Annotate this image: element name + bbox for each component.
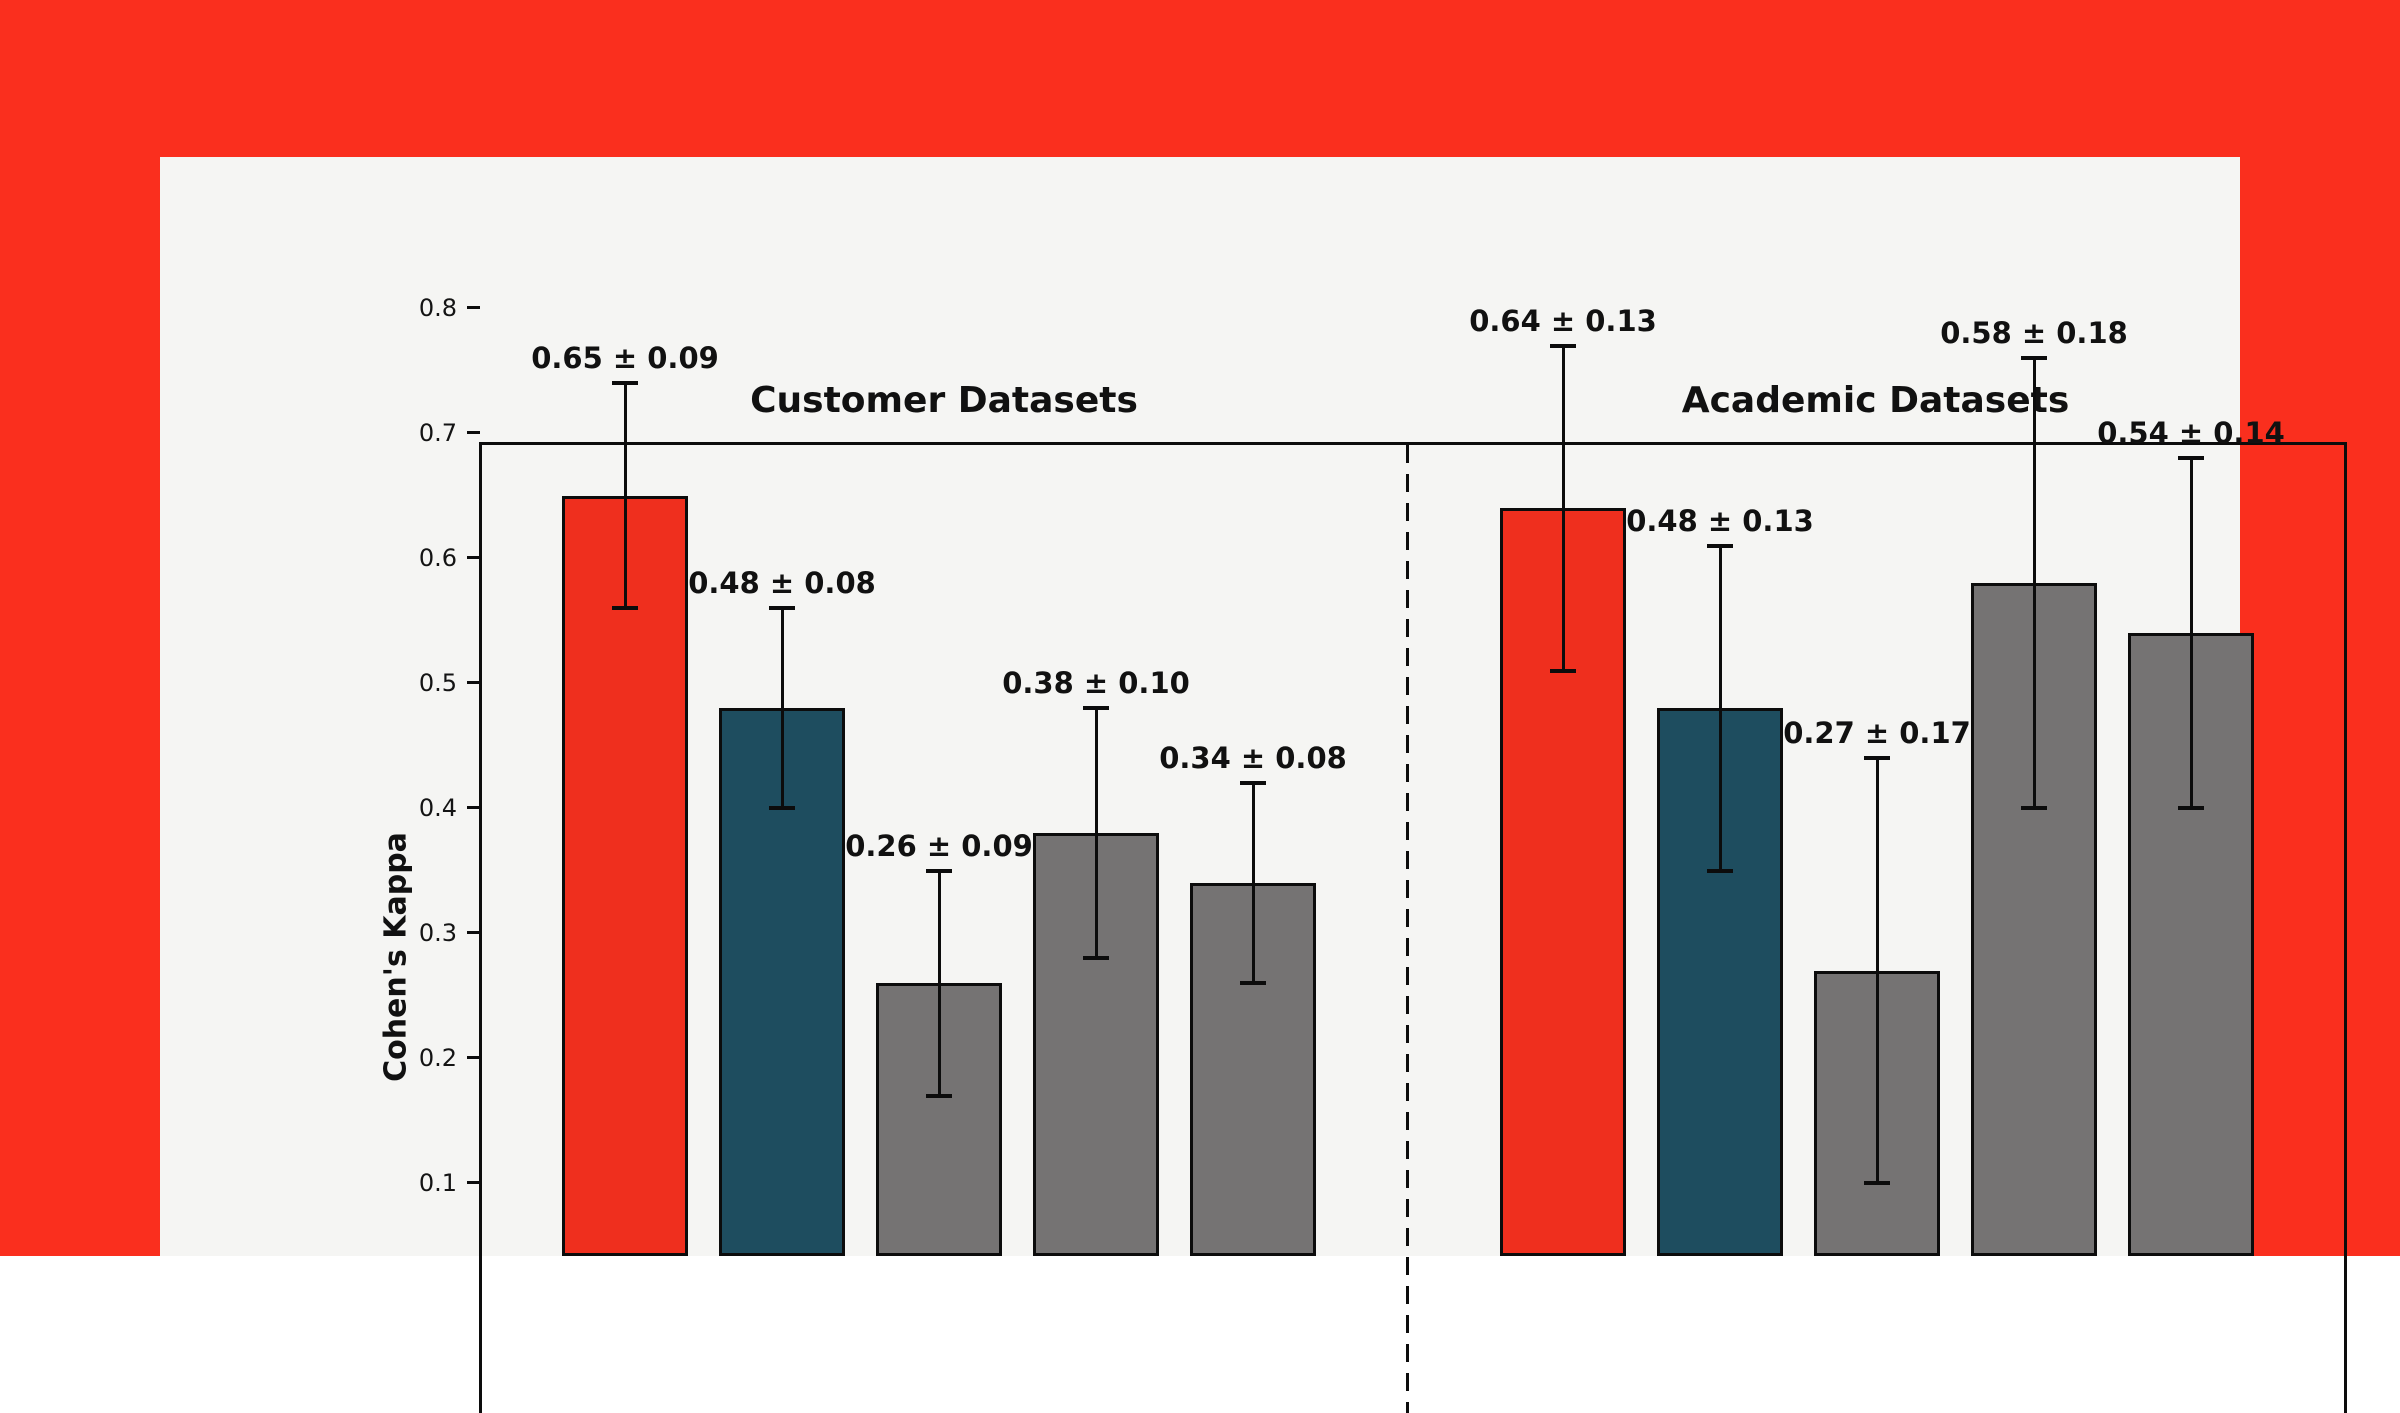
- bar-value-label: 0.58 ± 0.18: [1940, 316, 2128, 350]
- error-cap-bottom: [1083, 956, 1109, 960]
- error-bar-line: [1251, 783, 1255, 983]
- y-tick-label: 0.1: [418, 1169, 457, 1197]
- bar-red-group0-0: [562, 495, 688, 1256]
- error-bar-line: [1875, 758, 1879, 1183]
- error-cap-top: [612, 381, 638, 385]
- bar-value-label: 0.54 ± 0.14: [2097, 416, 2285, 450]
- error-cap-top: [2021, 356, 2047, 360]
- error-cap-bottom: [1240, 981, 1266, 985]
- error-bar-line: [1718, 545, 1722, 871]
- error-bar-line: [2189, 458, 2193, 808]
- error-cap-top: [2178, 456, 2204, 460]
- error-cap-top: [1240, 781, 1266, 785]
- y-tick-mark: [467, 556, 480, 559]
- subplot-title-academic: Academic Datasets: [1681, 380, 2070, 421]
- bar-value-label: 0.34 ± 0.08: [1159, 741, 1347, 775]
- error-bar-line: [623, 383, 627, 608]
- error-cap-bottom: [926, 1093, 952, 1098]
- plot-frame: [479, 442, 2347, 1413]
- y-tick-label: 0.6: [418, 544, 457, 572]
- subplot-title-customer: Customer Datasets: [750, 380, 1138, 421]
- y-tick-label: 0.2: [418, 1044, 457, 1072]
- error-cap-top: [1083, 706, 1109, 710]
- bar-value-label: 0.38 ± 0.10: [1002, 666, 1190, 700]
- y-tick-mark: [467, 681, 480, 684]
- y-tick-label: 0.8: [418, 294, 457, 322]
- bar-value-label: 0.27 ± 0.17: [1783, 716, 1971, 750]
- y-tick-label: 0.4: [418, 794, 457, 822]
- bar-value-label: 0.26 ± 0.09: [845, 828, 1033, 863]
- error-bar-line: [1094, 708, 1098, 958]
- y-tick-mark: [467, 931, 480, 934]
- bar-value-label: 0.64 ± 0.13: [1469, 303, 1657, 338]
- y-tick-label: 0.3: [418, 919, 457, 947]
- bar-value-label: 0.48 ± 0.08: [688, 566, 876, 600]
- y-tick-mark: [467, 806, 480, 809]
- y-tick-mark: [467, 306, 480, 309]
- error-bar-line: [937, 870, 941, 1096]
- bar-value-label: 0.48 ± 0.13: [1626, 503, 1814, 538]
- bar-value-label: 0.65 ± 0.09: [531, 341, 719, 375]
- error-cap-bottom: [769, 806, 795, 810]
- y-tick-mark: [467, 1056, 480, 1059]
- y-tick-mark: [467, 1181, 480, 1184]
- error-cap-bottom: [1707, 868, 1733, 873]
- group-divider-dashed-line: [1406, 445, 1409, 1413]
- y-tick-label: 0.5: [418, 669, 457, 697]
- error-cap-bottom: [1550, 668, 1576, 673]
- error-cap-bottom: [2021, 806, 2047, 810]
- error-cap-bottom: [612, 606, 638, 610]
- y-tick-label: 0.7: [418, 419, 457, 447]
- error-bar-line: [2032, 358, 2036, 808]
- y-tick-mark: [467, 431, 480, 434]
- error-cap-top: [1707, 543, 1733, 548]
- figure-panel: Customer Datasets Academic Datasets Cohe…: [160, 157, 2347, 1413]
- error-cap-top: [1864, 756, 1890, 760]
- error-cap-top: [926, 868, 952, 873]
- error-bar-line: [780, 608, 784, 808]
- error-cap-bottom: [1864, 1181, 1890, 1185]
- error-bar-line: [1561, 345, 1565, 671]
- error-cap-top: [1550, 343, 1576, 348]
- error-cap-bottom: [2178, 806, 2204, 810]
- error-cap-top: [769, 606, 795, 610]
